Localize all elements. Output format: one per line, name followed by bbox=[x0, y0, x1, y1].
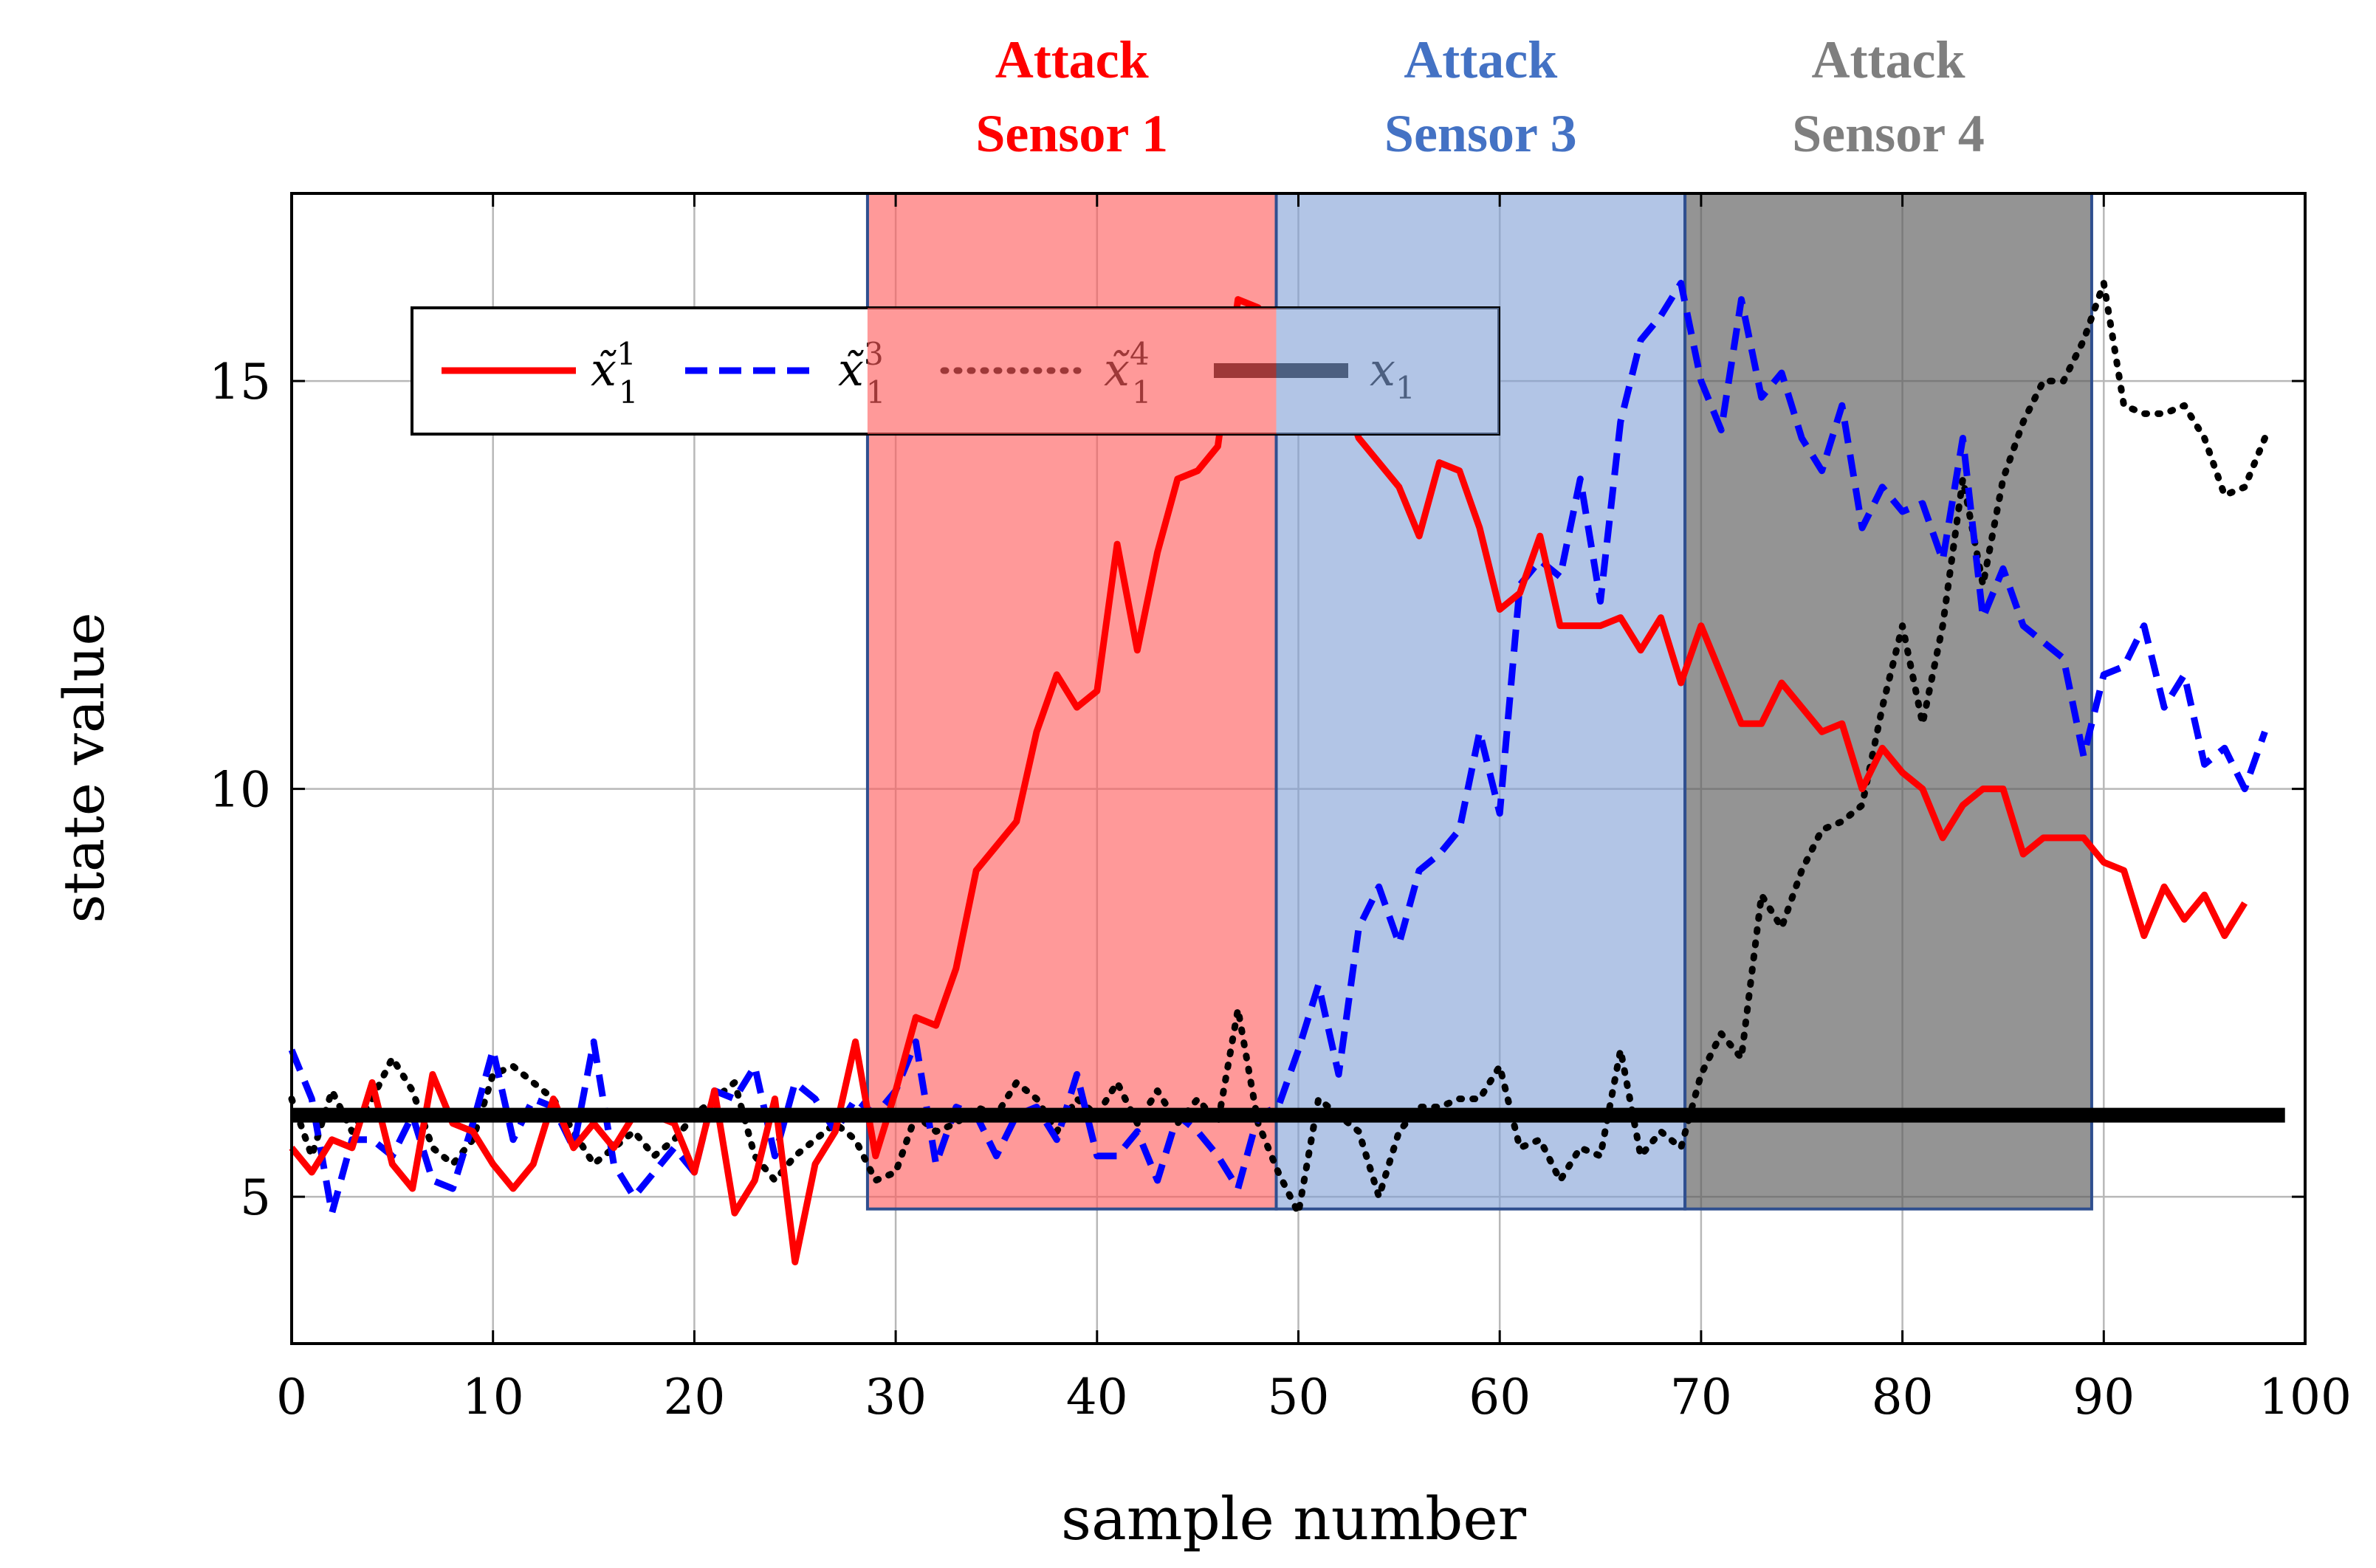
y-tick-label: 10 bbox=[209, 762, 271, 819]
x-tick-label: 70 bbox=[1670, 1369, 1732, 1426]
axis-labels: sample number state value bbox=[51, 612, 1527, 1553]
x-tick-label: 80 bbox=[1872, 1369, 1934, 1426]
legend-region-tint bbox=[1276, 308, 1499, 434]
region-title-line2: Sensor 4 bbox=[1792, 104, 1985, 163]
x-tick-label: 90 bbox=[2073, 1369, 2135, 1426]
x-tick-label: 60 bbox=[1469, 1369, 1531, 1426]
x-tick-label: 100 bbox=[2259, 1369, 2352, 1426]
series-line bbox=[288, 280, 2268, 1217]
region-title-line2: Sensor 3 bbox=[1384, 104, 1577, 163]
legend-region-overlay bbox=[867, 308, 1499, 434]
legend-region-tint bbox=[867, 308, 1277, 434]
region-titles: Attack Sensor 1 Attack Sensor 3 Attack Sensor… bbox=[975, 30, 1985, 163]
x-tick-label: 10 bbox=[462, 1369, 524, 1426]
y-axis-label: state value bbox=[51, 612, 117, 923]
x-tick-label: 20 bbox=[663, 1369, 725, 1426]
y-tick-label: 15 bbox=[209, 354, 271, 410]
x-tick-label: 30 bbox=[865, 1369, 927, 1426]
attack-region-3 bbox=[1683, 192, 2093, 1211]
region-title-line1: Attack bbox=[1812, 30, 1965, 89]
legend-entry-label: x̃1 1 bbox=[591, 336, 638, 410]
axis-ticks: 0 10 20 30 40 50 60 70 80 90 100 5 10 15 bbox=[209, 193, 2352, 1426]
region-title-line2: Sensor 1 bbox=[975, 104, 1168, 163]
x-axis-label: sample number bbox=[1061, 1485, 1527, 1553]
y-tick-label: 5 bbox=[240, 1169, 271, 1226]
x-tick-label: 0 bbox=[276, 1369, 307, 1426]
x-tick-label: 50 bbox=[1268, 1369, 1330, 1426]
x-tick-label: 40 bbox=[1066, 1369, 1128, 1426]
region-title-line1: Attack bbox=[995, 30, 1149, 89]
region-title-line1: Attack bbox=[1404, 30, 1557, 89]
